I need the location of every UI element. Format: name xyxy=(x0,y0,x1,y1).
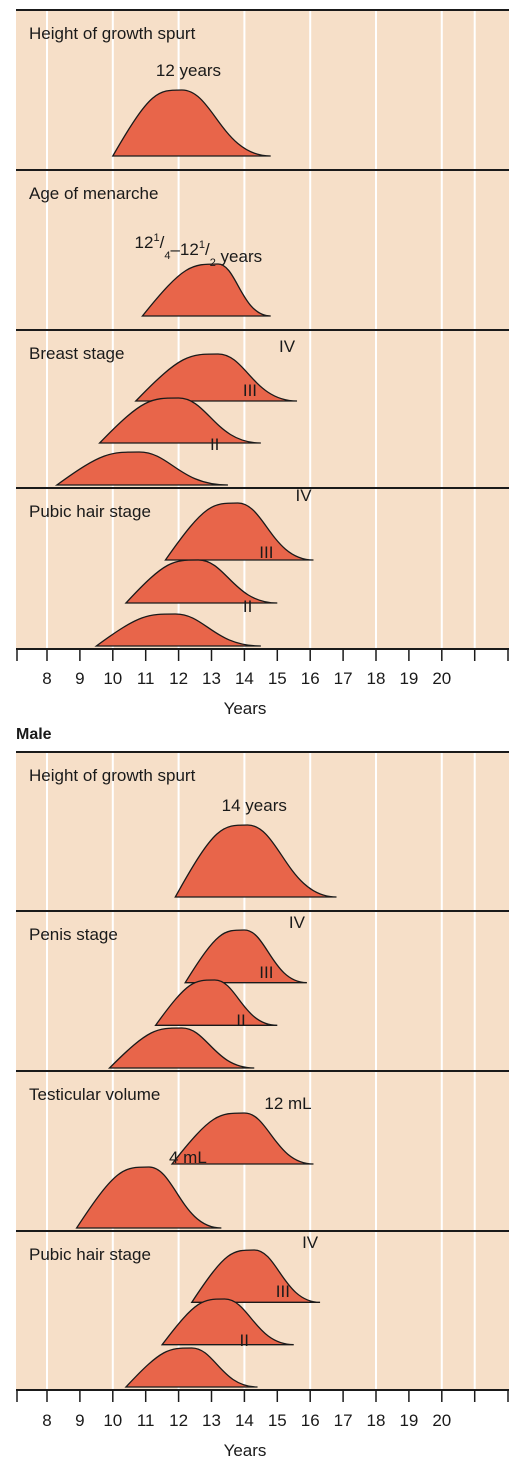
x-tick-label: 10 xyxy=(103,669,122,688)
curve-label: 12 mL xyxy=(264,1094,311,1113)
curve-area xyxy=(98,397,261,444)
x-tick-label: 13 xyxy=(202,669,221,688)
curve-label: IV xyxy=(279,337,296,356)
curve-area xyxy=(174,824,337,898)
panel-label: Pubic hair stage xyxy=(29,502,151,521)
panel: Height of growth spurt 14 years xyxy=(16,751,509,898)
curve-area xyxy=(160,1298,294,1346)
curve-label: II xyxy=(210,435,219,454)
panel: Testicular volume 12 mL 4 mL xyxy=(16,1070,509,1229)
curve-area xyxy=(75,1166,222,1229)
x-tick-label: 9 xyxy=(75,669,84,688)
x-tick-label: 20 xyxy=(432,669,451,688)
curve-label: 14 years xyxy=(222,796,287,815)
curve-label: IV xyxy=(289,913,306,932)
curve-area xyxy=(124,1347,258,1388)
curve-label: III xyxy=(243,381,257,400)
x-tick-label: 11 xyxy=(137,1411,155,1430)
x-tick-label: 13 xyxy=(202,1411,221,1430)
panel: Age of menarche 121/4–121/2 years xyxy=(16,169,509,317)
x-tick-label: 19 xyxy=(399,1411,418,1430)
panel-label: Breast stage xyxy=(29,344,124,363)
curve-label: II xyxy=(236,1011,245,1030)
curve-area xyxy=(111,89,271,157)
x-tick-label: 17 xyxy=(334,669,353,688)
panel-label: Penis stage xyxy=(29,925,118,944)
curve-label: IV xyxy=(302,1233,319,1252)
female-chart: Height of growth spurt 12 years Age of men… xyxy=(16,9,509,718)
panel-label: Pubic hair stage xyxy=(29,1245,151,1264)
curve-label: III xyxy=(259,543,273,562)
curve-area xyxy=(184,929,307,984)
x-tick-label: 11 xyxy=(137,669,155,688)
curve-label: 121/4–121/2 years xyxy=(135,232,263,269)
curve-area xyxy=(124,559,278,604)
chart-title: Male xyxy=(16,726,52,743)
male-chart: Male Height of growth spurt 14 years Penis … xyxy=(16,726,509,1460)
x-tick-label: 18 xyxy=(367,669,386,688)
x-tick-label: 10 xyxy=(103,1411,122,1430)
curve-label: II xyxy=(243,597,252,616)
x-tick-label: 15 xyxy=(268,1411,287,1430)
curve-area xyxy=(154,979,278,1026)
x-tick-label: 14 xyxy=(235,669,254,688)
x-tick-label: 12 xyxy=(169,1411,188,1430)
curve-area xyxy=(164,502,314,561)
curve-area xyxy=(190,1249,321,1303)
curve-label: 12 years xyxy=(156,61,221,80)
curve-label: II xyxy=(240,1331,249,1350)
x-tick-label: 18 xyxy=(367,1411,386,1430)
x-tick-label: 16 xyxy=(301,669,320,688)
x-tick-label: 8 xyxy=(42,669,51,688)
curve-area xyxy=(94,613,261,647)
curve-area xyxy=(134,353,298,402)
panel-label: Testicular volume xyxy=(29,1085,160,1104)
x-tick-label: 20 xyxy=(432,1411,451,1430)
panel-label: Height of growth spurt xyxy=(29,766,196,785)
x-tick-label: 8 xyxy=(42,1411,51,1430)
panel-label: Age of menarche xyxy=(29,184,158,203)
curve-label: III xyxy=(276,1282,290,1301)
curve-label: III xyxy=(259,963,273,982)
panel: Height of growth spurt 12 years xyxy=(16,9,509,157)
curve-area xyxy=(141,263,271,317)
x-axis-label: Years xyxy=(224,699,267,718)
x-axis-label: Years xyxy=(224,1441,267,1460)
panel-label: Height of growth spurt xyxy=(29,24,196,43)
x-tick-label: 9 xyxy=(75,1411,84,1430)
curve-label: IV xyxy=(295,486,312,505)
curve-area xyxy=(170,1112,314,1165)
curve-area xyxy=(107,1027,255,1069)
x-tick-label: 19 xyxy=(399,669,418,688)
x-tick-label: 12 xyxy=(169,669,188,688)
x-tick-label: 16 xyxy=(301,1411,320,1430)
x-tick-label: 17 xyxy=(334,1411,353,1430)
curve-label: 4 mL xyxy=(169,1148,207,1167)
x-tick-label: 14 xyxy=(235,1411,254,1430)
curve-area xyxy=(54,451,228,486)
x-tick-label: 15 xyxy=(268,669,287,688)
